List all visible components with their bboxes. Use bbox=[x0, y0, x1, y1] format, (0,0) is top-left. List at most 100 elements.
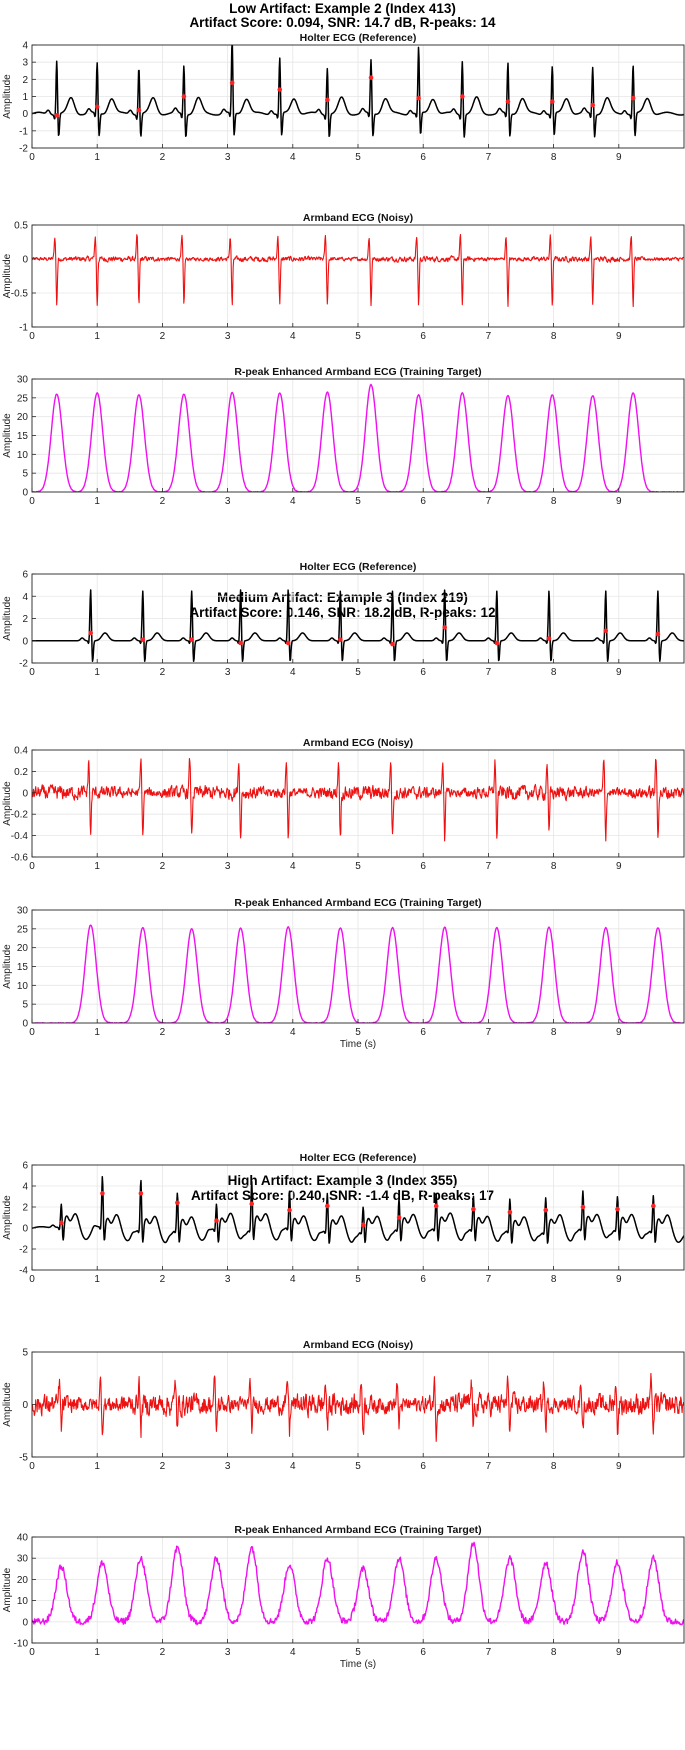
x-tick-label: 5 bbox=[355, 1027, 361, 1038]
r-peak-marker bbox=[136, 107, 142, 113]
x-tick-label: 4 bbox=[290, 861, 296, 872]
x-tick-label: 7 bbox=[486, 331, 492, 342]
r-peak-marker bbox=[325, 1203, 330, 1209]
y-tick-label: 25 bbox=[17, 393, 29, 404]
y-tick-label: 10 bbox=[17, 981, 29, 992]
x-tick-label: 2 bbox=[160, 1647, 166, 1658]
x-tick-label: 5 bbox=[355, 861, 361, 872]
x-tick-label: 3 bbox=[225, 152, 231, 163]
y-tick-label: 6 bbox=[22, 570, 28, 581]
ecg-panel: 0 1 2 3 4 5 6 7 8 9 -1 -0.5 0 0.5 Armband ECG (Noisy) A… bbox=[2, 212, 685, 342]
x-tick-label: 5 bbox=[355, 1461, 361, 1472]
y-tick-label: 0.4 bbox=[14, 746, 28, 757]
x-tick-label: 7 bbox=[486, 1647, 492, 1658]
x-tick-label: 4 bbox=[290, 152, 296, 163]
r-peak-marker bbox=[396, 1215, 402, 1220]
y-tick-label: -2 bbox=[19, 659, 28, 670]
r-peak-marker bbox=[494, 640, 500, 646]
x-tick-label: 0 bbox=[29, 331, 35, 342]
y-tick-label: -0.2 bbox=[11, 810, 29, 821]
r-peak-marker bbox=[360, 1222, 366, 1228]
section-subtitle: Artifact Score: 0.146, SNR: 18.2 dB, R-p… bbox=[189, 605, 496, 620]
x-tick-label: 4 bbox=[290, 1647, 296, 1658]
r-peak-marker bbox=[285, 640, 291, 646]
x-tick-label: 0 bbox=[29, 1461, 35, 1472]
x-tick-label: 7 bbox=[486, 152, 492, 163]
r-peak-marker bbox=[368, 75, 374, 80]
x-tick-label: 3 bbox=[225, 496, 231, 507]
ecg-series-line bbox=[32, 1541, 684, 1626]
panel-title: Armband ECG (Noisy) bbox=[303, 1339, 413, 1351]
x-tick-label: 6 bbox=[420, 1647, 426, 1658]
y-tick-label: 6 bbox=[22, 1161, 28, 1172]
r-peak-marker bbox=[100, 1191, 105, 1196]
x-tick-label: 2 bbox=[160, 1461, 166, 1472]
x-axis-label: Time (s) bbox=[340, 1659, 376, 1670]
r-peak-marker bbox=[416, 95, 421, 101]
y-tick-label: 5 bbox=[22, 1348, 28, 1359]
y-tick-label: 0.2 bbox=[14, 767, 28, 778]
x-tick-label: 4 bbox=[290, 1027, 296, 1038]
y-tick-label: -1 bbox=[19, 323, 28, 334]
y-tick-label: 0 bbox=[22, 1617, 28, 1628]
y-tick-label: 0 bbox=[22, 109, 28, 120]
x-tick-label: 2 bbox=[160, 861, 166, 872]
y-tick-label: -10 bbox=[14, 1639, 29, 1650]
r-peak-marker bbox=[603, 628, 609, 634]
x-tick-label: 8 bbox=[551, 331, 557, 342]
x-tick-label: 2 bbox=[160, 152, 166, 163]
r-peak-marker bbox=[277, 87, 283, 92]
y-tick-label: 2 bbox=[22, 614, 28, 625]
x-tick-label: 5 bbox=[355, 152, 361, 163]
x-tick-label: 8 bbox=[551, 496, 557, 507]
r-peak-marker bbox=[54, 113, 60, 118]
x-tick-label: 8 bbox=[551, 861, 557, 872]
y-axis-label: Amplitude bbox=[2, 1567, 13, 1612]
ecg-series-line bbox=[32, 383, 684, 492]
y-tick-label: 0 bbox=[22, 488, 28, 499]
x-tick-label: 5 bbox=[355, 331, 361, 342]
panel-title: Holter ECG (Reference) bbox=[300, 32, 417, 44]
y-tick-label: 0.5 bbox=[14, 221, 28, 232]
x-tick-label: 3 bbox=[225, 1027, 231, 1038]
y-tick-label: -4 bbox=[19, 1266, 28, 1277]
ecg-series-line bbox=[32, 1176, 684, 1244]
x-tick-label: 7 bbox=[486, 667, 492, 678]
ecg-series-line bbox=[32, 589, 684, 662]
r-peak-marker bbox=[651, 1203, 656, 1209]
r-peak-marker bbox=[549, 99, 555, 104]
x-tick-label: 1 bbox=[94, 331, 100, 342]
r-peak-marker bbox=[229, 80, 235, 86]
y-tick-label: -0.5 bbox=[11, 289, 29, 300]
x-tick-label: 1 bbox=[94, 1461, 100, 1472]
y-tick-label: 0 bbox=[22, 1224, 28, 1235]
y-axis-label: Amplitude bbox=[2, 1382, 13, 1427]
y-tick-label: 2 bbox=[22, 1203, 28, 1214]
r-peak-marker bbox=[338, 637, 343, 642]
y-tick-label: -2 bbox=[19, 144, 28, 155]
x-tick-label: 8 bbox=[551, 667, 557, 678]
y-axis-label: Amplitude bbox=[2, 74, 13, 119]
x-tick-label: 9 bbox=[616, 861, 622, 872]
y-tick-label: 30 bbox=[17, 1554, 29, 1565]
ecg-panel: 0 1 2 3 4 5 6 7 8 9 0 5 10 15 20 25 30 R-peak Enhanced Ar… bbox=[2, 897, 685, 1050]
x-tick-label: 3 bbox=[225, 1274, 231, 1285]
section-title: Low Artifact: Example 2 (Index 413) bbox=[229, 1, 456, 16]
x-tick-label: 1 bbox=[94, 152, 100, 163]
x-tick-label: 9 bbox=[616, 1461, 622, 1472]
x-tick-label: 8 bbox=[551, 1647, 557, 1658]
x-tick-label: 1 bbox=[94, 1274, 100, 1285]
x-tick-label: 8 bbox=[551, 152, 557, 163]
r-peak-marker bbox=[590, 102, 596, 108]
y-tick-label: 1 bbox=[22, 92, 28, 103]
x-tick-label: 8 bbox=[551, 1461, 557, 1472]
r-peak-marker bbox=[287, 1207, 292, 1213]
r-peak-marker bbox=[325, 97, 330, 103]
r-peak-marker bbox=[140, 637, 146, 642]
section-title: Medium Artifact: Example 3 (Index 219) bbox=[217, 590, 468, 605]
ecg-panel: 0 1 2 3 4 5 6 7 8 9 -2 -1 0 1 2 3 4 Holter ECG (Reference… bbox=[2, 32, 685, 163]
panel-title: Holter ECG (Reference) bbox=[300, 1152, 417, 1164]
